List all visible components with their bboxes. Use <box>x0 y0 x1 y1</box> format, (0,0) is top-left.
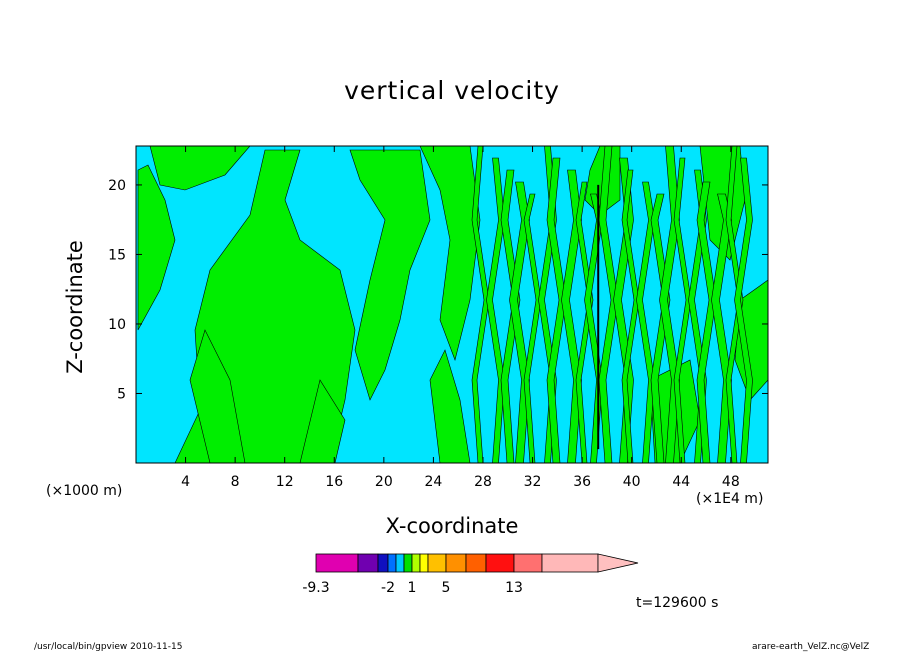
x-tick-label: 8 <box>231 474 240 490</box>
x-tick-label: 4 <box>181 474 190 490</box>
positive-velocity-band <box>734 279 768 401</box>
x-tick-label: 24 <box>424 474 442 490</box>
colorbar-segment <box>427 553 447 573</box>
colorbar-segment <box>411 553 421 573</box>
x-tick-label: 16 <box>325 474 343 490</box>
positive-velocity-band <box>429 349 471 463</box>
positive-velocity-band <box>349 149 431 401</box>
colorbar-segment <box>387 553 397 573</box>
positive-velocity-stripe <box>598 146 619 463</box>
positive-velocity-stripe <box>500 169 521 463</box>
positive-velocity-stripe <box>725 146 744 463</box>
positive-velocity-stripe <box>673 157 692 463</box>
colorbar-segment <box>485 553 515 573</box>
positive-velocity-band <box>189 329 246 463</box>
x-tick-label: 28 <box>474 474 492 490</box>
x-axis-unit-left: (×1000 m) <box>46 483 123 499</box>
plot-frame <box>135 145 769 464</box>
colorbar-extension-arrow <box>597 553 639 573</box>
colorbar-label: -2 <box>381 580 395 596</box>
colorbar-segment <box>445 553 467 573</box>
x-tick-label: 48 <box>722 474 740 490</box>
colorbar-segment <box>403 553 413 573</box>
x-tick-label: 32 <box>524 474 542 490</box>
x-axis-unit-right: (×1E4 m) <box>696 491 764 507</box>
positive-velocity-stripe <box>575 181 594 463</box>
positive-velocity-band <box>149 146 251 191</box>
velocity-field <box>137 146 768 463</box>
positive-velocity-stripe <box>636 181 655 463</box>
y-tick-label: 5 <box>117 386 126 402</box>
positive-velocity-stripe <box>471 146 490 463</box>
positive-velocity-stripe <box>621 169 640 463</box>
colorbar-label: 1 <box>408 580 417 596</box>
x-tick-label: 12 <box>276 474 294 490</box>
colorbar-segment <box>465 553 487 573</box>
colorbar-segment <box>513 553 543 573</box>
x-axis-label: X-coordinate <box>385 514 519 538</box>
colorbar-segment <box>315 553 359 573</box>
positive-velocity-band <box>137 164 176 331</box>
colorbar-segment <box>419 553 429 573</box>
x-tick-label: 36 <box>573 474 591 490</box>
y-tick-label: 15 <box>108 247 126 263</box>
colorbar-label: -9.3 <box>302 580 329 596</box>
colorbar-label: 5 <box>442 580 451 596</box>
colorbar-segment <box>357 553 379 573</box>
colorbar-segment <box>395 553 405 573</box>
positive-velocity-stripe <box>486 157 505 463</box>
x-tick-label: 20 <box>375 474 393 490</box>
y-axis: 5 10 15 20 <box>108 178 768 402</box>
time-label: t=129600 s <box>636 595 719 611</box>
positive-velocity-stripe <box>696 181 717 463</box>
x-tick-label: 44 <box>672 474 690 490</box>
colorbar-label: 13 <box>505 580 523 596</box>
positive-velocity-stripe <box>650 193 671 463</box>
x-tick-label: 40 <box>623 474 641 490</box>
footer-file-name: arare-earth_VelZ.nc@VelZ <box>752 642 870 652</box>
positive-velocity-band <box>419 146 481 362</box>
chart-title: vertical velocity <box>344 76 560 105</box>
y-tick-label: 10 <box>108 317 126 333</box>
positive-velocity-stripe <box>546 157 567 463</box>
colorbar: -9.3 -2 1 5 13 <box>302 553 639 596</box>
colorbar-segment <box>541 553 599 573</box>
positive-velocity-stripe <box>523 193 542 463</box>
y-tick-label: 20 <box>108 178 126 194</box>
positive-velocity-stripe <box>734 157 753 463</box>
positive-velocity-band <box>299 379 346 463</box>
plot-area <box>135 145 769 464</box>
footer-program-path: /usr/local/bin/gpview 2010-11-15 <box>34 642 183 652</box>
x-axis: 4 8 12 16 20 24 28 32 36 40 44 48 <box>181 146 740 490</box>
colorbar-segment <box>377 553 389 573</box>
